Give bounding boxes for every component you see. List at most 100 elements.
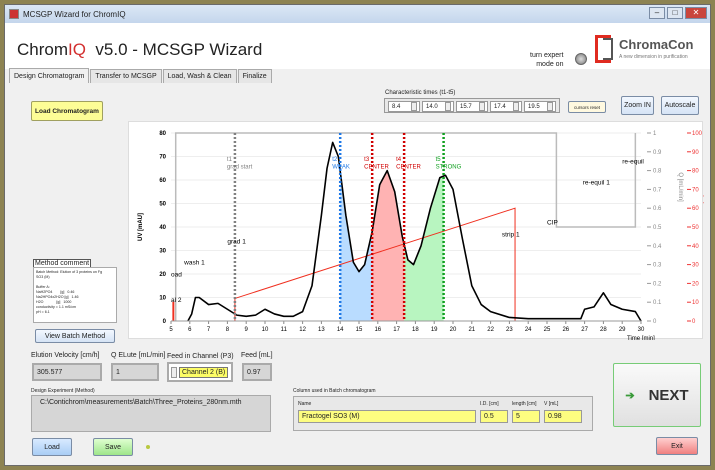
title-bar: MCSGP Wizard for ChromIQ – □ ✕ <box>5 5 710 23</box>
y3-tick-label: 80 <box>692 169 699 175</box>
y-axis-label: UV [mAU] <box>138 213 144 241</box>
spin-arrows-icon[interactable] <box>171 366 177 378</box>
expert-label-1: turn expert <box>530 52 564 59</box>
expert-mode-toggle[interactable] <box>575 53 587 65</box>
design-experiment-path[interactable]: C:\Contichrom\measurements\Batch\Three_P… <box>31 395 271 432</box>
x-tick-label: 15 <box>356 327 363 333</box>
x-tick-label: 12 <box>299 327 306 333</box>
status-led-icon <box>146 445 150 449</box>
load-chromatogram-button[interactable]: Load Chromatogram <box>31 101 103 121</box>
feed-channel-value[interactable]: Channel 2 (B) <box>179 366 229 378</box>
char-time-t4-field[interactable]: 17.4 <box>490 101 522 112</box>
cursors-reset-button[interactable]: cursors reset <box>568 101 606 113</box>
elution-velocity-field: 305.577 <box>32 363 102 381</box>
close-button[interactable]: ✕ <box>685 7 707 19</box>
y2-tick-label: 0.5 <box>653 225 662 231</box>
main-window: MCSGP Wizard for ChromIQ – □ ✕ ChromIQ v… <box>4 4 711 466</box>
cursor-sublabel: STRONG <box>436 164 462 170</box>
column-name-label: Name <box>298 401 312 407</box>
exit-button[interactable]: Exit <box>656 437 698 455</box>
y3-tick-label: 50 <box>692 225 699 231</box>
uv-trace <box>187 141 642 322</box>
spin-arrows-icon[interactable] <box>445 102 451 111</box>
method-comment-text[interactable]: Batch Method: Elution of 3 proteins on F… <box>33 267 117 323</box>
column-name-field[interactable]: Fractogel SO3 (M) <box>298 410 476 423</box>
phase-annotation: re-equil 1 <box>583 180 610 187</box>
logo-mark-icon <box>595 35 611 63</box>
y3-tick-label: 90 <box>692 150 699 156</box>
spin-arrows-icon[interactable] <box>479 102 485 111</box>
column-length-label: length [cm] <box>512 401 537 407</box>
x-tick-label: 26 <box>562 327 569 333</box>
x-tick-label: 9 <box>245 327 249 333</box>
column-v-label: V [mL] <box>544 401 559 407</box>
next-button[interactable]: ➔ NEXT <box>613 363 701 427</box>
x-tick-label: 21 <box>468 327 475 333</box>
char-time-t3-field[interactable]: 15.7 <box>456 101 488 112</box>
feed-channel-select[interactable]: Channel 2 (B) <box>167 362 233 382</box>
save-button[interactable]: Save <box>93 438 133 456</box>
x-tick-label: 13 <box>318 327 325 333</box>
char-time-t1-field[interactable]: 8.4 <box>388 101 420 112</box>
char-time-value: 14.0 <box>426 103 438 110</box>
cursor-sublabel: CENTER <box>364 164 389 170</box>
y3-tick-label: 70 <box>692 187 699 193</box>
x-tick-label: 8 <box>226 327 230 333</box>
tab-bar: Design Chromatogram Transfer to MCSGP Lo… <box>9 68 273 83</box>
arrow-right-icon: ➔ <box>625 389 635 402</box>
column-id-label: I.D. [cm] <box>480 401 499 407</box>
y2-tick-label: 1 <box>653 131 657 137</box>
y-tick-label: 0 <box>163 319 167 325</box>
x-tick-label: 18 <box>412 327 419 333</box>
expert-mode-label: turn expert mode on <box>530 51 563 69</box>
y3-tick-label: 10 <box>692 300 699 306</box>
spin-arrows-icon[interactable] <box>547 102 553 111</box>
y2-tick-label: 0.1 <box>653 300 662 306</box>
x-tick-label: 22 <box>487 327 494 333</box>
cursor-sublabel: WEAK <box>332 164 350 170</box>
y3-tick-label: 20 <box>692 281 699 287</box>
y3-tick-label: 40 <box>692 244 699 250</box>
column-label: Column used in Batch chromatogram <box>293 388 376 394</box>
char-time-t5-field[interactable]: 19.5 <box>524 101 556 112</box>
cursor-label: t1 <box>227 157 233 163</box>
minimize-button[interactable]: – <box>649 7 665 19</box>
y2-tick-label: 0.4 <box>653 244 662 250</box>
logo-tagline: A new dimension in purification <box>619 54 688 60</box>
x-tick-label: 20 <box>450 327 457 333</box>
tab-load-wash-clean[interactable]: Load, Wash & Clean <box>162 69 237 83</box>
autoscale-button[interactable]: Autoscale <box>661 96 699 115</box>
tab-design-chromatogram[interactable]: Design Chromatogram <box>9 68 90 83</box>
chromatogram-chart[interactable]: 0 10 20 30 40 50 60 70 80 5 6 7 8 9 10 11 12 13 14 15 16 17 18… <box>128 121 709 342</box>
y-tick-label: 10 <box>159 296 166 302</box>
tab-finalize[interactable]: Finalize <box>237 69 272 83</box>
spin-arrows-icon[interactable] <box>513 102 519 111</box>
column-length-field[interactable]: 5 <box>512 410 540 423</box>
cursor-label: t3 <box>364 157 370 163</box>
y2-tick-label: 0.3 <box>653 263 662 269</box>
char-time-t2-field[interactable]: 14.0 <box>422 101 454 112</box>
load-button[interactable]: Load <box>32 438 72 456</box>
cursor-label: t2 <box>332 157 338 163</box>
column-v-field[interactable]: 0.98 <box>544 410 582 423</box>
feed-field: 0.97 <box>242 363 272 381</box>
x-tick-label: 19 <box>431 327 438 333</box>
x-tick-label: 25 <box>544 327 551 333</box>
phase-annotation: CIP <box>547 220 558 227</box>
logo-name: ChromaCon <box>619 37 694 52</box>
cut-region <box>372 170 405 321</box>
tab-transfer-to-mcsgp[interactable]: Transfer to MCSGP <box>90 69 162 83</box>
expert-label-2: mode on <box>536 61 564 68</box>
char-time-value: 8.4 <box>392 103 401 110</box>
spin-arrows-icon[interactable] <box>411 102 417 111</box>
y-tick-label: 60 <box>159 178 166 184</box>
feed-label: Feed [mL] <box>241 352 273 359</box>
phase-annotation: re-equil <box>622 159 644 166</box>
column-id-field[interactable]: 0.5 <box>480 410 508 423</box>
feed-channel-label: Feed in Channel (P3) <box>167 353 234 360</box>
zoom-in-button[interactable]: Zoom IN <box>621 96 654 115</box>
phase-annotation: oad <box>171 271 182 278</box>
maximize-button[interactable]: □ <box>667 7 683 19</box>
view-batch-method-button[interactable]: View Batch Method <box>35 329 115 343</box>
